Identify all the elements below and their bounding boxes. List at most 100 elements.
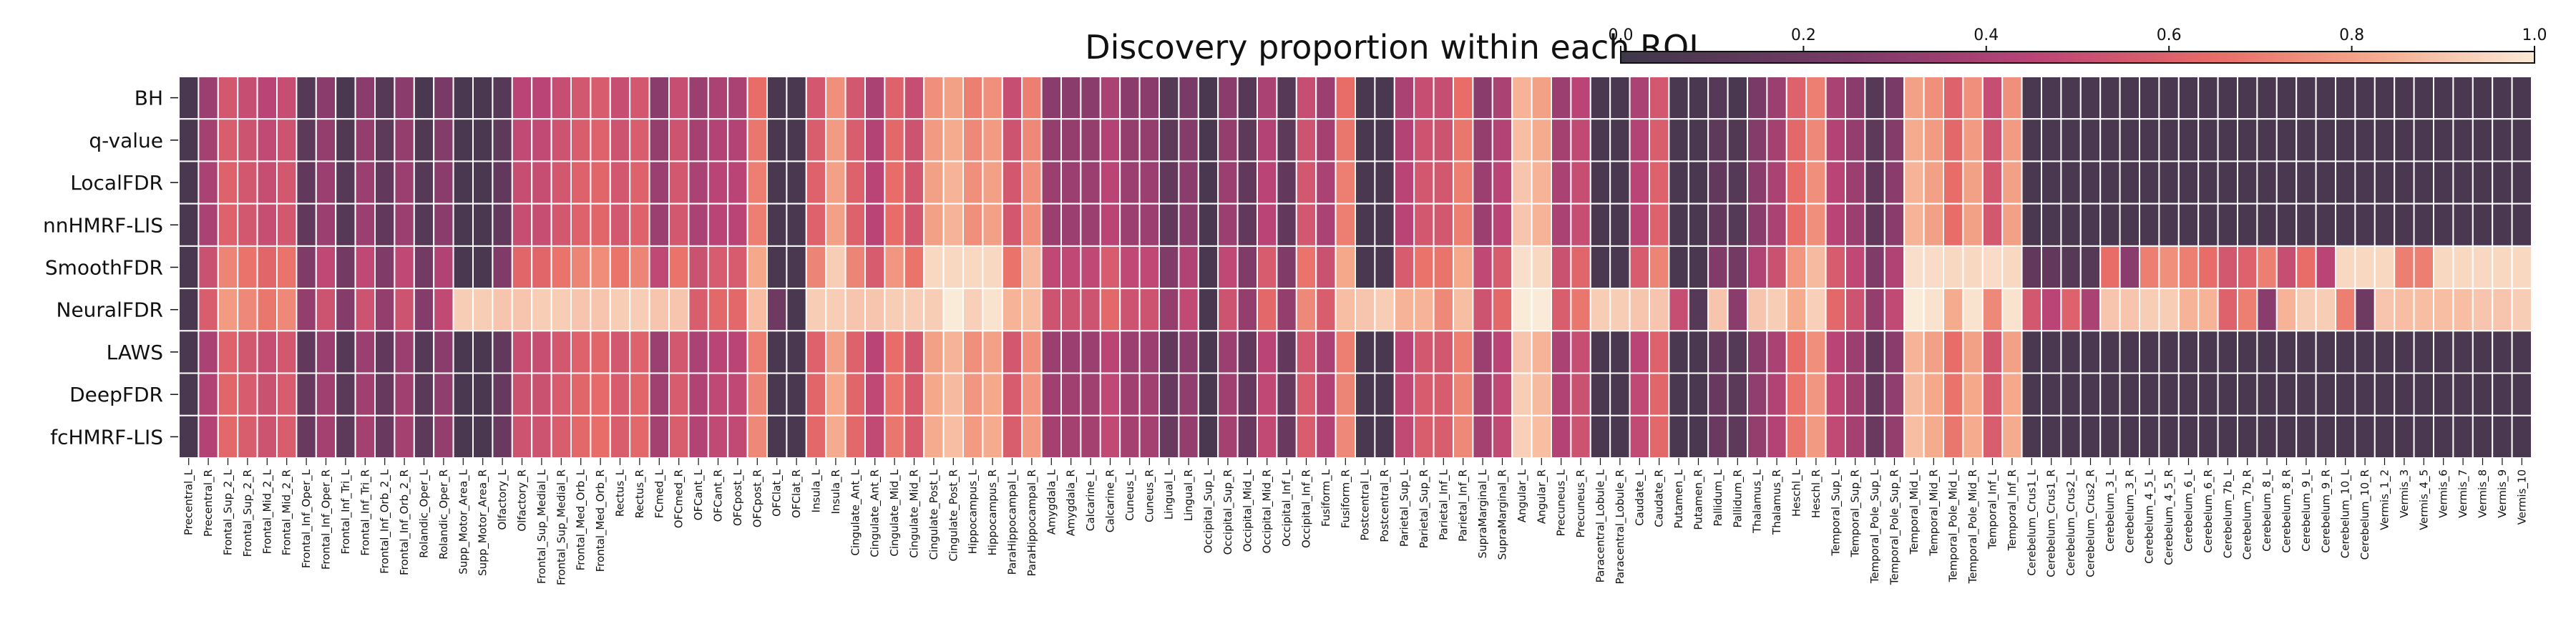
heatmap-cell xyxy=(2413,288,2435,332)
heatmap-cell xyxy=(237,118,258,162)
heatmap-cell xyxy=(2511,160,2533,205)
heatmap-cell xyxy=(1649,245,1670,290)
heatmap-cell xyxy=(1609,245,1631,290)
heatmap-cell xyxy=(1864,330,1885,374)
column-label: Temporal_Pole_Mid_R xyxy=(1966,469,1980,584)
heatmap-cell xyxy=(1687,330,1709,374)
heatmap-cell xyxy=(1609,330,1631,374)
heatmap-cell xyxy=(374,76,396,120)
heatmap-cell xyxy=(2275,160,2298,205)
heatmap-cell xyxy=(2001,76,2023,120)
heatmap-cell xyxy=(472,414,494,459)
heatmap-cell xyxy=(1060,118,1082,162)
heatmap-cell xyxy=(884,160,905,205)
heatmap-cell xyxy=(1335,160,1356,205)
heatmap-cell xyxy=(2139,203,2160,247)
column-label: Cerebelum_7b_L xyxy=(2221,469,2235,558)
heatmap-cell xyxy=(2119,245,2141,290)
heatmap-cell xyxy=(472,76,494,120)
heatmap-cell xyxy=(315,288,337,332)
heatmap-cell xyxy=(1668,288,1689,332)
heatmap-cell xyxy=(1903,288,1925,332)
heatmap-cell xyxy=(1747,118,1768,162)
column-label: Frontal_Inf_Tri_R xyxy=(358,469,372,556)
heatmap-cell xyxy=(707,245,729,290)
heatmap-cell xyxy=(825,288,847,332)
heatmap-cell xyxy=(452,160,474,205)
heatmap-cell xyxy=(1060,414,1082,459)
column-label: Frontal_Inf_Tri_L xyxy=(339,469,353,554)
heatmap-cell xyxy=(1707,288,1729,332)
heatmap-cell xyxy=(1491,372,1513,416)
heatmap-cell xyxy=(1511,160,1533,205)
heatmap-cell xyxy=(1060,372,1082,416)
heatmap-cell xyxy=(296,330,317,374)
heatmap-cell xyxy=(1315,372,1337,416)
heatmap-cell xyxy=(1629,372,1651,416)
heatmap-cell xyxy=(531,288,552,332)
heatmap-cell xyxy=(2433,160,2454,205)
heatmap-cell xyxy=(1040,76,1062,120)
heatmap-cell xyxy=(1021,160,1043,205)
heatmap-cell xyxy=(1315,160,1337,205)
heatmap-cell xyxy=(1609,76,1631,120)
colorbar-tick-label: 0.8 xyxy=(2339,26,2364,44)
heatmap-cell xyxy=(1040,118,1062,162)
heatmap-cell xyxy=(746,245,768,290)
heatmap-cell xyxy=(276,372,298,416)
heatmap-cell xyxy=(629,160,650,205)
heatmap-cell xyxy=(1511,245,1533,290)
heatmap-cell xyxy=(2119,76,2141,120)
heatmap-cell xyxy=(217,372,239,416)
heatmap-cell xyxy=(1453,245,1474,290)
heatmap-cell xyxy=(1785,76,1807,120)
heatmap-cell xyxy=(1707,372,1729,416)
heatmap-cell xyxy=(903,203,925,247)
heatmap-cell xyxy=(256,414,278,459)
heatmap-cell xyxy=(354,118,376,162)
heatmap-cell xyxy=(1021,372,1043,416)
heatmap-cell xyxy=(903,288,925,332)
heatmap-cell xyxy=(942,330,964,374)
heatmap-cell xyxy=(1178,118,1199,162)
heatmap-cell xyxy=(2394,288,2415,332)
heatmap-cell xyxy=(1393,203,1415,247)
column-label: Amygdala_R xyxy=(1065,469,1078,536)
column-label: Pallidum_R xyxy=(1731,469,1745,528)
column-label: Cingulate_Ant_R xyxy=(869,469,882,557)
heatmap-cell xyxy=(1943,160,1964,205)
heatmap-cell xyxy=(805,414,827,459)
heatmap-cell xyxy=(472,245,494,290)
heatmap-cell xyxy=(1217,372,1239,416)
heatmap-cell xyxy=(1257,76,1278,120)
heatmap-cell xyxy=(1805,288,1827,332)
heatmap-cell xyxy=(296,372,317,416)
heatmap-cell xyxy=(2060,203,2082,247)
heatmap-cell xyxy=(1845,160,1866,205)
heatmap-cell xyxy=(2354,372,2376,416)
heatmap-cell xyxy=(1747,245,1768,290)
column-label: Cerebelum_8_L xyxy=(2260,469,2274,551)
heatmap-cell xyxy=(1981,245,2004,290)
heatmap-cell xyxy=(1570,160,1591,205)
heatmap-cell xyxy=(1962,330,1984,374)
heatmap-cell xyxy=(590,372,611,416)
heatmap-cell xyxy=(903,414,925,459)
heatmap-cell xyxy=(1315,414,1337,459)
heatmap-cell xyxy=(1845,372,1866,416)
heatmap-cell xyxy=(707,160,729,205)
heatmap-cell xyxy=(1197,288,1219,332)
heatmap-cell xyxy=(923,245,945,290)
column-label: Amygdala_L xyxy=(1045,469,1058,535)
heatmap-cell xyxy=(2099,76,2121,120)
column-label: Cerebelum_7b_R xyxy=(2241,469,2255,560)
heatmap-cell xyxy=(1923,245,1945,290)
column-label: Cerebelum_4_5_L xyxy=(2143,469,2157,563)
heatmap-cell xyxy=(1060,160,1082,205)
heatmap-cell xyxy=(1453,76,1474,120)
heatmap-cell xyxy=(1158,288,1180,332)
heatmap-cell xyxy=(2119,288,2141,332)
heatmap-cell xyxy=(668,76,690,120)
heatmap-cell xyxy=(2275,372,2298,416)
heatmap-cell xyxy=(2492,330,2513,374)
